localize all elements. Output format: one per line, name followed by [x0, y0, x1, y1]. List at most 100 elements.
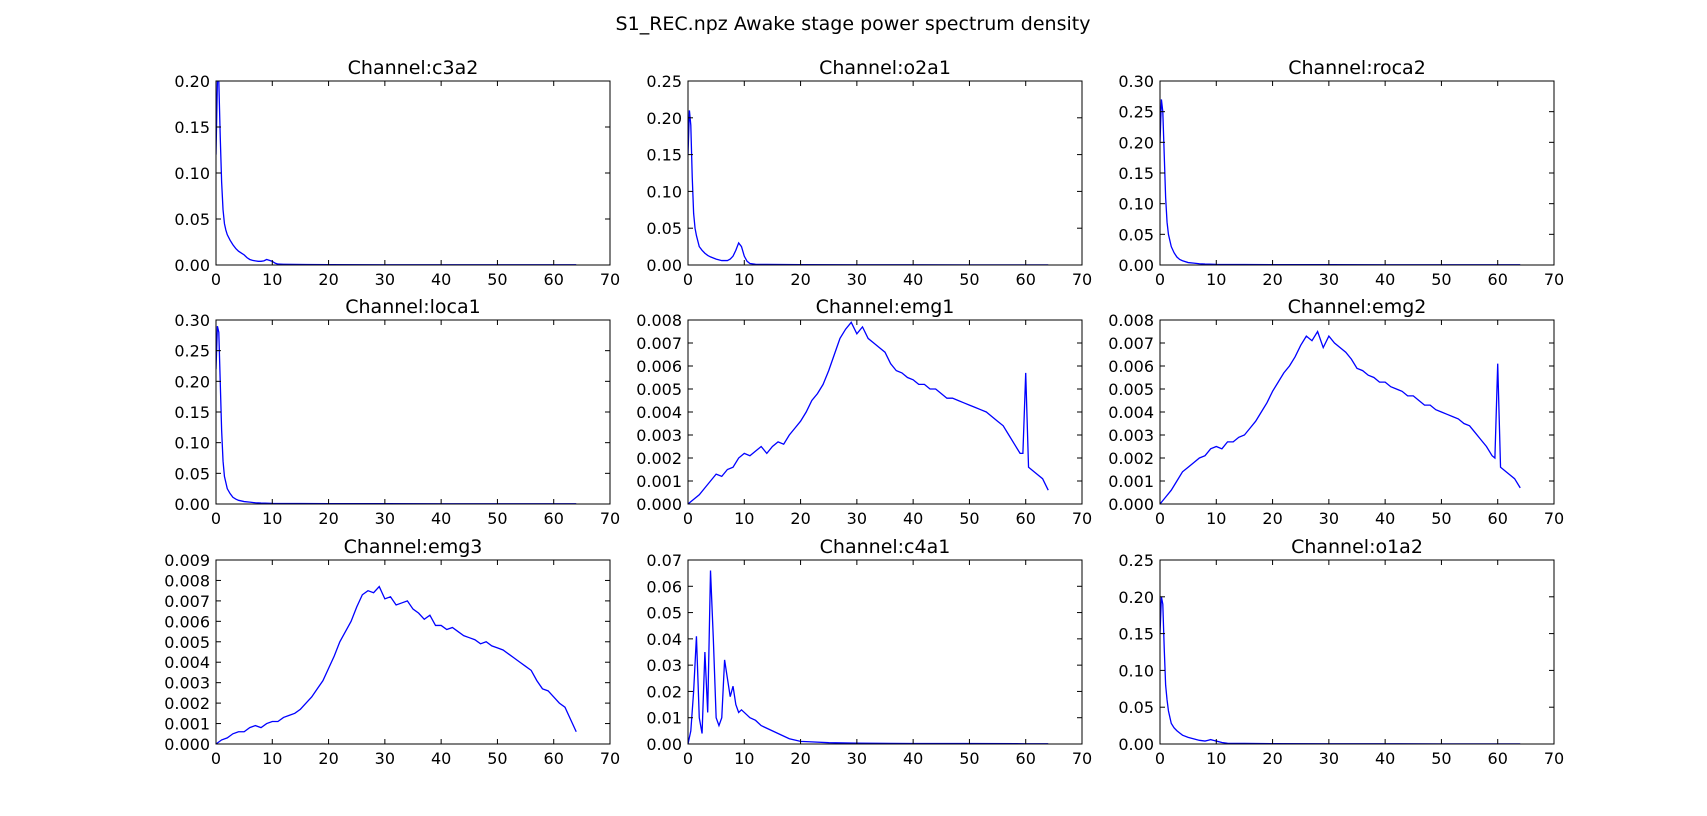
y-tick-label: 0.00 [646, 735, 682, 754]
subplot-title: Channel:emg1 [816, 296, 955, 318]
subplot-title: Channel:emg2 [1288, 296, 1427, 318]
x-tick-label: 30 [375, 749, 395, 768]
subplot-title: Channel:o1a2 [1291, 536, 1423, 558]
y-tick-label: 0.05 [1118, 225, 1154, 244]
x-tick-label: 50 [959, 749, 979, 768]
x-tick-label: 10 [734, 509, 754, 528]
x-tick-label: 30 [847, 749, 867, 768]
y-tick-label: 0.25 [1118, 103, 1154, 122]
y-tick-label: 0.30 [174, 311, 210, 330]
y-tick-label: 0.003 [164, 674, 210, 693]
x-tick-label: 60 [544, 270, 564, 289]
y-tick-label: 0.15 [1118, 164, 1154, 183]
x-tick-label: 60 [1016, 749, 1036, 768]
x-tick-label: 0 [1155, 749, 1165, 768]
x-tick-label: 50 [959, 270, 979, 289]
x-tick-label: 20 [1262, 270, 1282, 289]
x-tick-label: 70 [1544, 749, 1564, 768]
x-tick-label: 60 [1488, 509, 1508, 528]
y-tick-label: 0.05 [174, 464, 210, 483]
y-tick-label: 0.05 [646, 219, 682, 238]
y-tick-label: 0.008 [636, 311, 682, 330]
y-tick-label: 0.06 [646, 577, 682, 596]
y-tick-label: 0.25 [174, 342, 210, 361]
x-tick-label: 70 [600, 270, 620, 289]
x-tick-label: 0 [211, 749, 221, 768]
y-tick-label: 0.00 [1118, 256, 1154, 275]
x-tick-label: 70 [600, 749, 620, 768]
x-tick-label: 50 [1431, 749, 1451, 768]
y-tick-label: 0.006 [164, 612, 210, 631]
y-tick-label: 0.04 [646, 630, 682, 649]
axes-frame [687, 80, 1083, 266]
x-tick-label: 20 [318, 270, 338, 289]
x-tick-label: 50 [487, 509, 507, 528]
y-tick-label: 0.005 [636, 380, 682, 399]
x-tick-label: 40 [903, 749, 923, 768]
y-tick-label: 0.003 [1108, 426, 1154, 445]
y-tick-label: 0.004 [164, 653, 210, 672]
x-tick-label: 70 [1072, 509, 1092, 528]
y-tick-label: 0.25 [646, 72, 682, 91]
y-tick-label: 0.000 [164, 735, 210, 754]
y-tick-label: 0.006 [636, 357, 682, 376]
y-tick-label: 0.007 [164, 592, 210, 611]
x-tick-label: 70 [1072, 749, 1092, 768]
x-tick-label: 0 [683, 749, 693, 768]
y-tick-label: 0.20 [1118, 588, 1154, 607]
subplot-channel-emg1: 0 10 20 30 40 50 60 70 0.000 0.001 0.002 0.003 0.004… [636, 296, 1092, 528]
series-line-channel-c4a1 [688, 570, 1049, 744]
subplot-title: Channel:roca2 [1288, 57, 1426, 79]
subplot-channel-loca1: 0 10 20 30 40 50 60 70 0.00 0.05 0.10 0.15 0.20 0.25 0… [174, 296, 620, 528]
y-tick-label: 0.000 [1108, 495, 1154, 514]
x-tick-label: 40 [903, 270, 923, 289]
x-tick-label: 50 [1431, 509, 1451, 528]
y-tick-label: 0.003 [636, 426, 682, 445]
y-tick-label: 0.05 [646, 604, 682, 623]
x-tick-label: 40 [903, 509, 923, 528]
x-tick-label: 10 [262, 749, 282, 768]
x-tick-label: 60 [1016, 509, 1036, 528]
y-tick-label: 0.01 [646, 709, 682, 728]
x-tick-label: 40 [431, 270, 451, 289]
x-tick-label: 20 [790, 509, 810, 528]
x-tick-label: 60 [544, 509, 564, 528]
x-tick-label: 50 [959, 509, 979, 528]
y-tick-label: 0.10 [646, 182, 682, 201]
x-tick-label: 40 [431, 509, 451, 528]
y-tick-label: 0.10 [1118, 661, 1154, 680]
y-tick-label: 0.005 [1108, 380, 1154, 399]
subplot-channel-emg2: 0 10 20 30 40 50 60 70 0.000 0.001 0.002 0.003 0.004… [1108, 296, 1564, 528]
y-tick-label: 0.007 [1108, 334, 1154, 353]
subplot-channel-o2a1: 0 10 20 30 40 50 60 70 0.00 0.05 0.10 0.15 0.20 0.25 C… [646, 57, 1092, 289]
x-tick-label: 70 [600, 509, 620, 528]
subplot-channel-o1a2: 0 10 20 30 40 50 60 70 0.00 0.05 0.10 0.15 0.20 0.25 C… [1118, 536, 1564, 768]
y-tick-label: 0.25 [1118, 551, 1154, 570]
x-tick-label: 0 [1155, 270, 1165, 289]
x-tick-label: 50 [1431, 270, 1451, 289]
y-tick-label: 0.009 [164, 551, 210, 570]
subplot-title: Channel:loca1 [345, 296, 481, 318]
y-tick-label: 0.20 [1118, 133, 1154, 152]
y-tick-label: 0.20 [174, 72, 210, 91]
y-tick-label: 0.03 [646, 656, 682, 675]
x-tick-label: 0 [683, 509, 693, 528]
figure-title: S1_REC.npz Awake stage power spectrum de… [616, 13, 1091, 35]
subplot-title: Channel:c3a2 [348, 57, 479, 79]
y-tick-label: 0.10 [174, 164, 210, 183]
y-tick-label: 0.10 [1118, 195, 1154, 214]
subplot-channel-c3a2: 0 10 20 30 40 50 60 70 0.00 0.05 0.10 0.15 0.20 Chann… [174, 57, 620, 289]
x-tick-label: 10 [734, 270, 754, 289]
y-tick-label: 0.07 [646, 551, 682, 570]
y-tick-label: 0.15 [174, 118, 210, 137]
y-tick-label: 0.008 [1108, 311, 1154, 330]
subplot-grid: 0 10 20 30 40 50 60 70 0.00 0.05 0.10 0.15 0.20 Chann… [164, 57, 1564, 768]
x-tick-label: 20 [790, 270, 810, 289]
y-tick-label: 0.02 [646, 682, 682, 701]
x-tick-label: 30 [847, 270, 867, 289]
y-tick-label: 0.15 [174, 403, 210, 422]
x-tick-label: 60 [544, 749, 564, 768]
y-tick-label: 0.005 [164, 633, 210, 652]
